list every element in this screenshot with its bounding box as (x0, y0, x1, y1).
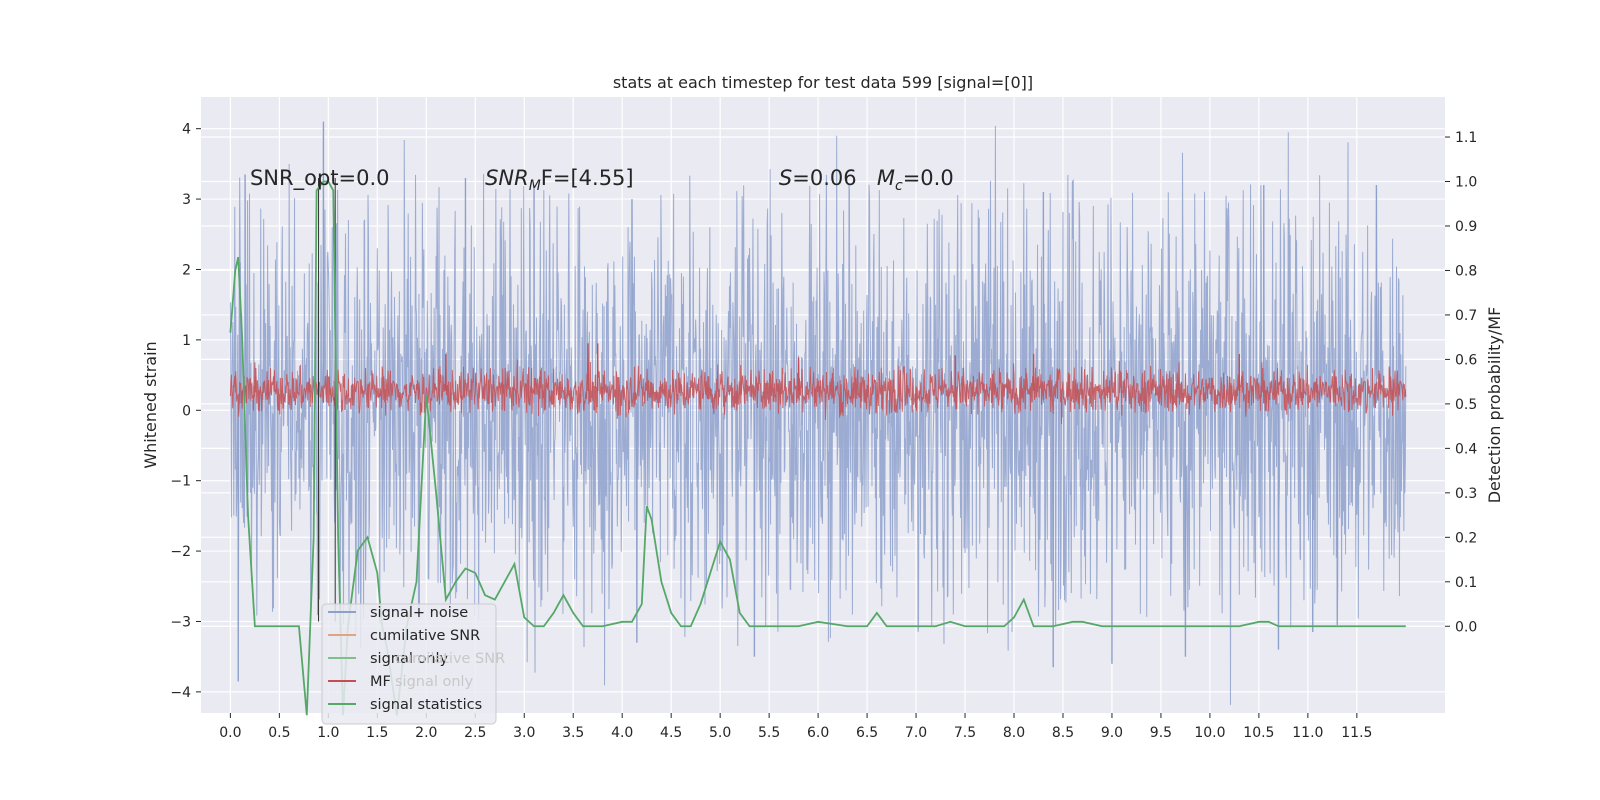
y-right-tick-label: 0.2 (1455, 530, 1477, 546)
y-right-tick-label: 0.4 (1455, 441, 1477, 457)
legend-label: cumilative SNR (395, 651, 505, 667)
x-tick-label: 7.0 (905, 725, 927, 741)
signal-noise-series (229, 121, 1407, 706)
x-tick-label: 4.0 (611, 725, 633, 741)
y-right-tick-label: 0.7 (1455, 308, 1477, 324)
legend-label: signal only (370, 651, 449, 667)
x-tick-label: 2.0 (415, 725, 437, 741)
y-right-tick-label: 0.8 (1455, 263, 1477, 279)
annotation-text: SNR_opt=0.0 (250, 166, 390, 191)
y-right-tick-label: 0.9 (1455, 219, 1477, 235)
vertical-markers (318, 177, 336, 622)
annotation-rest: F=[4.55] (541, 166, 634, 190)
y-tick-label: 1 (182, 333, 191, 349)
annotation-subscript: c (895, 178, 903, 194)
series-line-signal-noise (229, 121, 1407, 706)
x-tick-label: 0.5 (268, 725, 290, 741)
y-right-tick-label: 0.3 (1455, 486, 1477, 502)
y-right-tick-label: 1.1 (1455, 130, 1477, 146)
x-tick-label: 3.0 (513, 725, 535, 741)
y-right-axis-label: Detection probability/MF (1485, 307, 1504, 504)
x-tick-label: 7.5 (954, 725, 976, 741)
signal-statistics-series (229, 180, 1406, 716)
x-tick-label: 9.5 (1150, 725, 1172, 741)
y-tick-label: 2 (182, 262, 191, 278)
annotation-text: Mc=0.0 (877, 166, 954, 194)
legend-label: MF (370, 674, 391, 690)
y-right-axis-ticks: 1.1 1.0 0.9 0.8 0.7 0.6 0.5 0.4 0.3 0.2 0.1 0.0 (1445, 130, 1477, 635)
y-right-tick-label: 0.5 (1455, 397, 1477, 413)
y-right-tick-label: 0.1 (1455, 575, 1477, 591)
x-tick-label: 9.0 (1101, 725, 1123, 741)
annotation-subscript: M (529, 178, 541, 194)
x-tick-label: 3.5 (562, 725, 584, 741)
legend-label: signal statistics (370, 697, 482, 713)
y-tick-label: −3 (170, 614, 191, 630)
y-right-tick-label: 0.6 (1455, 352, 1477, 368)
x-tick-label: 0.0 (219, 725, 241, 741)
y-tick-label: −1 (170, 474, 191, 490)
y-tick-label: −2 (170, 544, 191, 560)
annotation-rest: =0.0 (903, 166, 954, 190)
y-axis-label: Whitened strain (141, 341, 160, 468)
x-tick-label: 11.0 (1292, 725, 1323, 741)
y-tick-label: 3 (182, 192, 191, 208)
x-tick-label: 5.5 (758, 725, 780, 741)
legend-label: signal only (395, 674, 474, 690)
y-tick-label: 4 (182, 122, 191, 138)
legend-label: signal+ noise (370, 605, 468, 621)
annotation-rest: =0.06 (792, 166, 856, 190)
x-tick-label: 10.5 (1243, 725, 1274, 741)
y-right-tick-label: 1.0 (1455, 175, 1477, 191)
x-tick-label: 6.5 (856, 725, 878, 741)
x-tick-label: 6.0 (807, 725, 829, 741)
mf-series (229, 343, 1407, 425)
chart-title: stats at each timestep for test data 599… (613, 73, 1033, 92)
annotations: SNR_opt=0.0 SNRMF=[4.55] S=0.06 Mc=0.0 (250, 166, 954, 194)
y-right-tick-label: 0.0 (1455, 619, 1477, 635)
x-tick-label: 11.5 (1341, 725, 1372, 741)
y-tick-label: −4 (170, 685, 191, 701)
x-tick-label: 5.0 (709, 725, 731, 741)
y-tick-label: 0 (182, 403, 191, 419)
annotation-text: SNRMF=[4.55] (485, 166, 634, 194)
x-tick-label: 10.0 (1194, 725, 1225, 741)
y-axis-ticks: 4 3 2 1 0 −1 −2 −3 −4 (170, 122, 201, 701)
annotation-main: SNR_opt=0.0 (250, 166, 390, 191)
x-tick-label: 1.5 (366, 725, 388, 741)
legend-label: cumilative SNR (370, 628, 480, 644)
series-line-mf (229, 343, 1407, 425)
x-tick-label: 8.0 (1003, 725, 1025, 741)
annotation-main: S (779, 166, 792, 190)
annotation-text: S=0.06 (779, 166, 857, 190)
x-tick-label: 2.5 (464, 725, 486, 741)
annotation-main: M (877, 166, 895, 190)
x-tick-label: 1.0 (317, 725, 339, 741)
x-axis-ticks: 0.0 0.5 1.0 1.5 2.0 2.5 3.0 3.5 4.0 4.5 5.0 5.5 6.0 6… (219, 713, 1372, 741)
signal-statistics-line (229, 180, 1406, 716)
x-tick-label: 4.5 (660, 725, 682, 741)
x-tick-label: 8.5 (1052, 725, 1074, 741)
annotation-main: SNR (485, 166, 529, 190)
legend-box (321, 603, 497, 725)
